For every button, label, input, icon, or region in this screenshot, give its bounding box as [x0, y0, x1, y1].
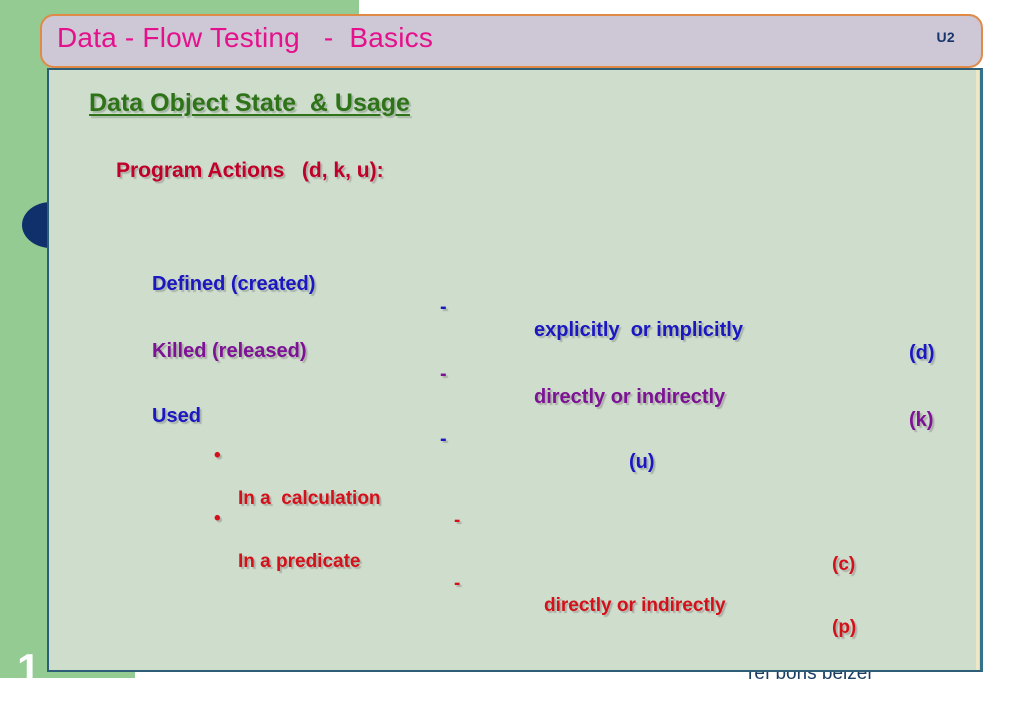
bullet-dash: - — [454, 510, 461, 531]
action-row-defined: Defined (created) - explicitly or implic… — [152, 250, 935, 388]
action-label: Killed (released) — [152, 340, 307, 362]
unit-badge: U2 — [936, 29, 955, 45]
action-dash: - — [440, 428, 447, 450]
bullet-row-calculation: • In a calculation - (c) — [214, 444, 855, 598]
bullet-code: (c) — [832, 554, 856, 575]
bullet-code: (p) — [832, 617, 857, 638]
bullet-dot-icon: • — [214, 445, 221, 466]
action-row-used: Used - (u) — [152, 382, 655, 497]
bullet-row-predicate: • In a predicate - directly or indirectl… — [214, 507, 856, 661]
action-code: (k) — [909, 409, 934, 431]
action-label: Used — [152, 405, 201, 427]
action-row-killed: Killed (released) - directly or indirect… — [152, 317, 933, 455]
action-dash: - — [440, 296, 447, 318]
bullet-detail: directly or indirectly — [544, 595, 726, 616]
action-dash: - — [440, 363, 447, 385]
background-band-top — [0, 0, 359, 18]
section-heading: Data Object State & Usage — [89, 89, 410, 117]
action-label: Defined (created) — [152, 273, 316, 295]
page-number: 1 — [17, 645, 41, 692]
page-title: Data - Flow Testing - Basics — [57, 22, 434, 53]
action-code: (d) — [909, 342, 935, 364]
bullet-label: In a predicate — [238, 551, 361, 572]
section-subheading: Program Actions (d, k, u): — [116, 159, 384, 182]
action-code: (u) — [629, 451, 655, 473]
slide-title-box: Data - Flow Testing - Basics U2 — [40, 14, 983, 68]
action-detail: explicitly or implicitly — [534, 319, 743, 341]
bullet-dot-icon: • — [214, 508, 221, 529]
bullet-label: In a calculation — [238, 488, 381, 509]
slide-content-panel: Data Object State & Usage Program Action… — [47, 68, 983, 672]
panel-accent-line — [976, 70, 979, 670]
action-detail: directly or indirectly — [534, 386, 726, 408]
bullet-dash: - — [454, 573, 461, 594]
